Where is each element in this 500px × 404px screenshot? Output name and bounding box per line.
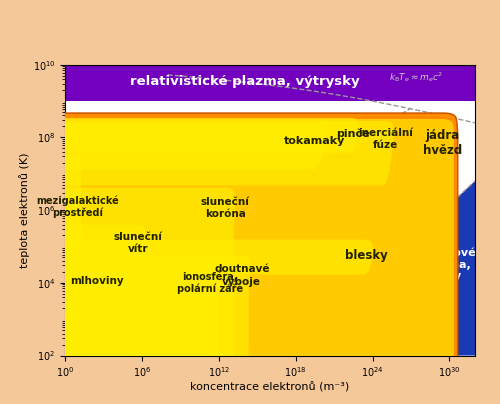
Text: plná ionizace  $k_{\rm B}T_e \approx W_i$: plná ionizace $k_{\rm B}T_e \approx W_i$	[200, 179, 289, 228]
Ellipse shape	[0, 225, 146, 289]
Ellipse shape	[0, 183, 239, 404]
Text: mezigalaktické
prostředí: mezigalaktické prostředí	[36, 195, 119, 218]
Text: $k_{\rm B}T_e \approx \varepsilon_F$: $k_{\rm B}T_e \approx \varepsilon_F$	[404, 291, 441, 319]
Ellipse shape	[0, 263, 220, 404]
Y-axis label: teplota elektronů (K): teplota elektronů (K)	[19, 152, 30, 268]
X-axis label: koncentrace elektronů (m⁻³): koncentrace elektronů (m⁻³)	[190, 382, 350, 392]
Text: relativistické plazma, výtrysky: relativistické plazma, výtrysky	[130, 75, 359, 88]
Ellipse shape	[0, 118, 358, 153]
Ellipse shape	[0, 236, 376, 404]
Text: kvantové
plazma,
kovy: kvantové plazma, kovy	[418, 248, 476, 281]
Ellipse shape	[0, 258, 224, 404]
Ellipse shape	[0, 256, 250, 404]
Text: mlhoviny: mlhoviny	[70, 276, 124, 286]
Text: sluneční
koróna: sluneční koróna	[200, 198, 250, 219]
Ellipse shape	[0, 240, 373, 275]
Ellipse shape	[0, 116, 398, 404]
Ellipse shape	[0, 251, 254, 404]
Text: jádra
hvězd: jádra hvězd	[424, 129, 463, 157]
Text: ionosféra,
polární záře: ionosféra, polární záře	[176, 271, 243, 294]
Ellipse shape	[0, 144, 84, 404]
Text: tokamaky: tokamaky	[284, 136, 346, 146]
Text: $k_{\rm B}T_e \approx m_e c^2$: $k_{\rm B}T_e \approx m_e c^2$	[389, 70, 443, 84]
Polygon shape	[296, 181, 475, 356]
Text: tvorba elektron-pozitronových párů: tvorba elektron-pozitronových párů	[66, 123, 219, 133]
Text: pinče: pinče	[336, 128, 370, 139]
Text: inerciální
fúze: inerciální fúze	[358, 128, 413, 150]
Text: sluneční
vítr: sluneční vítr	[114, 232, 162, 254]
Text: doutnavé
výboje: doutnavé výboje	[214, 264, 270, 287]
Ellipse shape	[0, 220, 149, 404]
Ellipse shape	[0, 121, 394, 185]
Text: blesky: blesky	[344, 249, 388, 262]
Ellipse shape	[0, 113, 458, 404]
Ellipse shape	[0, 114, 362, 404]
Ellipse shape	[0, 188, 236, 404]
Ellipse shape	[0, 124, 326, 170]
Ellipse shape	[0, 260, 108, 404]
Ellipse shape	[0, 120, 330, 404]
Ellipse shape	[0, 265, 105, 304]
Ellipse shape	[0, 154, 81, 404]
Ellipse shape	[0, 119, 454, 404]
